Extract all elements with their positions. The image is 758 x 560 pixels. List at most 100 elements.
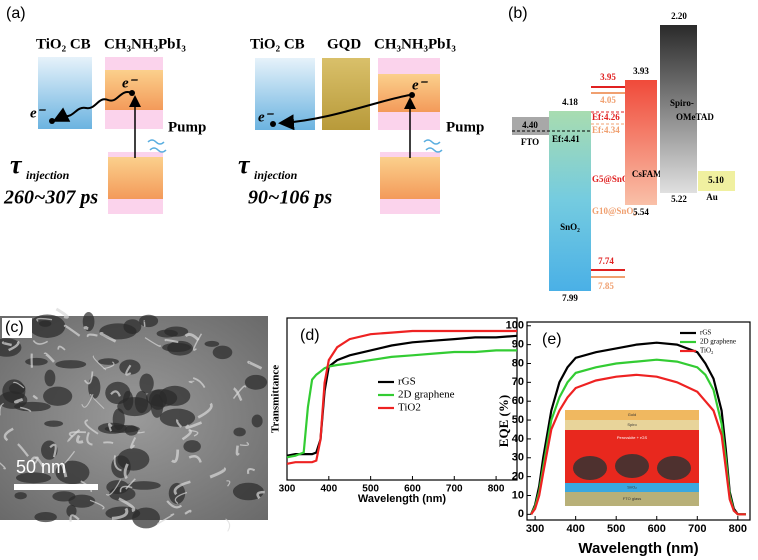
sem-ridge [192, 377, 206, 389]
y-tick-label: 0 [518, 508, 524, 520]
x-tick-label: 400 [320, 484, 337, 495]
panel-label: (b) [508, 5, 528, 22]
sem-ridge [69, 514, 80, 522]
electron-label: e⁻ [412, 77, 429, 93]
sem-ridge [20, 406, 32, 413]
sem-ridge [119, 485, 133, 493]
inset-label: SnO₂ [627, 485, 637, 490]
level-label: 3.95 [600, 72, 616, 82]
sem-ridge [55, 307, 69, 319]
sem-ridge [184, 333, 200, 342]
sem-ridge [99, 331, 117, 343]
sem-pore [15, 472, 52, 484]
sem-ridge [166, 500, 183, 509]
level-label: 5.10 [708, 175, 724, 185]
sem-ridge [30, 456, 45, 467]
sem-ridge [185, 421, 203, 429]
sem-ridge [125, 364, 132, 376]
pump-label: Pump [446, 119, 484, 135]
sem-ridge [43, 352, 55, 363]
sem-pore [44, 369, 56, 387]
pump-wave [147, 139, 167, 153]
level-label: 4.40 [522, 120, 538, 130]
legend-label: TiO2 [398, 402, 421, 414]
level-label: 7.74 [598, 256, 614, 266]
level-label: 4.18 [562, 97, 578, 107]
sem-pore [159, 385, 191, 406]
sem-ridge [176, 418, 183, 428]
sem-ridge [173, 480, 191, 496]
sem-ridge [188, 380, 195, 384]
sem-ridge [209, 467, 226, 479]
sem-ridge [103, 361, 115, 370]
series-line [286, 329, 517, 465]
material-label: G10@SnO₂ [592, 206, 636, 216]
sem-ridge [86, 333, 98, 338]
inset-layer [565, 410, 699, 420]
sem-ridge [103, 441, 114, 444]
tau: τ [10, 150, 23, 179]
sem-ridge [17, 443, 29, 457]
sem-pore [251, 414, 263, 428]
sem-ridge [247, 468, 256, 475]
sem-pore [44, 420, 64, 427]
inset-label: FTO glass [623, 496, 641, 501]
sem-ridge [32, 394, 38, 400]
sem-pore [109, 486, 136, 502]
level-box [660, 25, 697, 193]
band-box [38, 57, 92, 129]
sem-ridge [36, 317, 53, 322]
x-axis-label: Wavelength (nm) [578, 540, 698, 557]
sem-ridge [60, 462, 68, 478]
arrow [278, 94, 411, 131]
sem-ridge [0, 402, 4, 416]
panel-label: (d) [300, 327, 320, 344]
sem-pore [34, 511, 57, 523]
sem-ridge [130, 437, 137, 449]
panel-b: (b) 4.40 FTO 4.18 7.99 Ef:4.41 SnO₂ 3.95… [508, 5, 735, 303]
pump-label: Pump [168, 119, 206, 135]
sem-pore [232, 482, 264, 501]
electron-label: e⁻ [30, 105, 47, 121]
sem-ridge [256, 490, 265, 500]
sem-ridge [171, 449, 180, 463]
y-tick-label: 30 [512, 452, 524, 464]
level-label: 2.20 [671, 11, 687, 21]
level-label: 4.05 [600, 95, 616, 105]
panel-c-overlay: (c) 50 nm [2, 318, 98, 490]
material-label: G5@SnO₂ [592, 174, 632, 184]
y-tick-label: 20 [512, 471, 524, 483]
sem-pore [39, 320, 52, 327]
time: 90~106 ps [248, 187, 332, 209]
sem-pore [88, 376, 101, 399]
y-tick-label: 80 [512, 357, 524, 369]
x-tick-label: 700 [446, 484, 463, 495]
sem-pore [162, 342, 192, 352]
x-tick-label: 800 [729, 523, 747, 535]
sem-ridge [83, 371, 94, 385]
sem-ridge [247, 360, 263, 370]
inset-layer [565, 420, 699, 430]
x-tick-label: 800 [488, 484, 505, 495]
inset-layer [565, 492, 699, 506]
sem-ridge [63, 450, 76, 464]
y-tick-label: 100 [506, 320, 524, 332]
band-label: CH₃NH₃PbI₃ [104, 36, 186, 52]
scale-label: 50 nm [16, 457, 66, 477]
sem-ridge [111, 507, 129, 520]
sem-pore [233, 427, 246, 437]
material-label: Spiro- [670, 98, 694, 108]
panel-a: (a) TiO₂ CB CH₃NH₃PbI₃ e⁻ e⁻ Pump τ inje… [3, 5, 484, 214]
panel-label: (a) [6, 5, 26, 22]
sem-ridge [233, 387, 243, 402]
y-axis-label: Transmittance [270, 365, 282, 433]
sem-pore [66, 504, 77, 518]
sem-pore [68, 494, 96, 508]
band-label: GQD [327, 36, 361, 52]
series-line [530, 373, 746, 516]
electron [270, 121, 276, 127]
electron-label: e⁻ [122, 75, 139, 91]
sem-pore [244, 374, 268, 390]
sem-ridge [110, 390, 121, 397]
electron [129, 90, 135, 96]
